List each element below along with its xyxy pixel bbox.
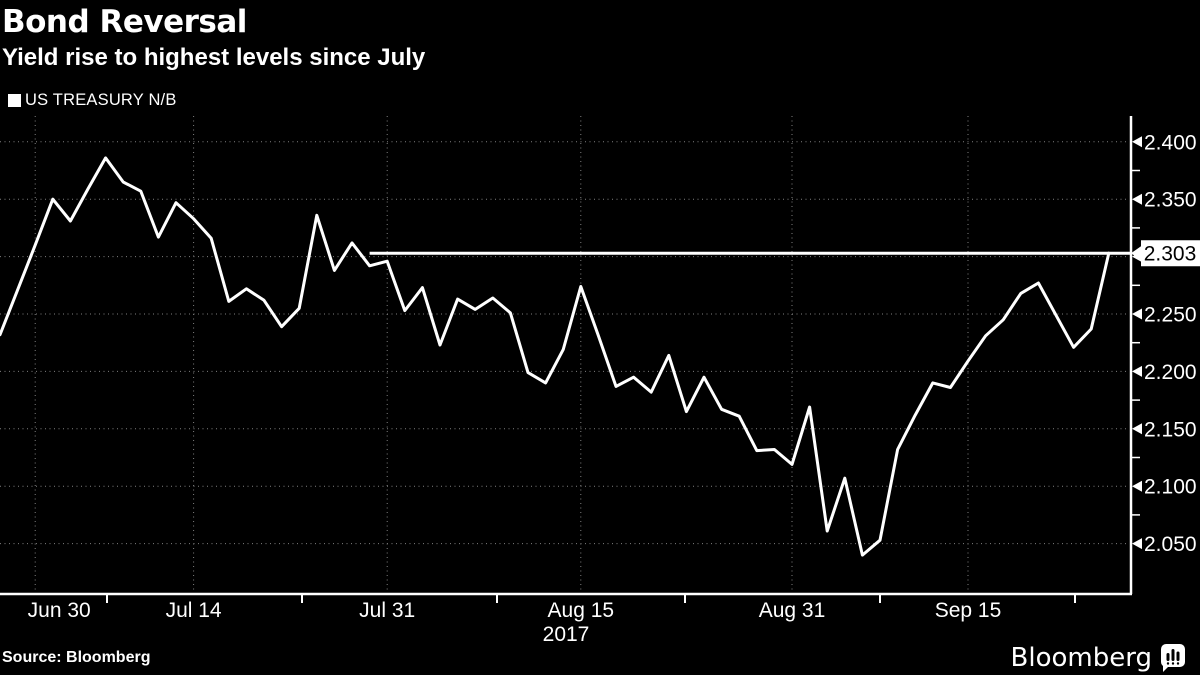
svg-text:2.150: 2.150 [1144, 418, 1197, 441]
svg-text:Jul 31: Jul 31 [359, 599, 415, 622]
svg-text:2.250: 2.250 [1144, 304, 1197, 327]
legend-marker-icon [8, 94, 21, 107]
svg-text:2.400: 2.400 [1144, 131, 1197, 154]
year-label: 2017 [543, 623, 590, 646]
y-minor-ticks [1131, 169, 1140, 516]
svg-text:2.100: 2.100 [1144, 476, 1197, 499]
svg-text:2.303: 2.303 [1144, 243, 1197, 266]
x-tick-labels: Jun 30 Jul 14 Jul 31 Aug 15 Aug 31 Sep 15 [28, 599, 1002, 622]
svg-text:Jul 14: Jul 14 [166, 599, 222, 622]
svg-text:Sep 15: Sep 15 [935, 599, 1002, 622]
svg-text:2.050: 2.050 [1144, 533, 1197, 556]
svg-text:Jun 30: Jun 30 [28, 599, 91, 622]
chart-title: Bond Reversal [2, 4, 247, 40]
brand-name: Bloomberg [1010, 643, 1152, 673]
svg-text:2.350: 2.350 [1144, 189, 1197, 212]
x-gridlines [34, 116, 969, 594]
x-boundary-ticks [106, 594, 1076, 603]
value-tag: 2.303 [1131, 240, 1200, 267]
svg-text:Aug 31: Aug 31 [759, 599, 826, 622]
series-line [0, 156, 1111, 557]
brand-logo: Bloomberg [1011, 643, 1186, 673]
svg-text:2.200: 2.200 [1144, 361, 1197, 384]
legend-label: US TREASURY N/B [25, 91, 177, 109]
legend: US TREASURY N/B [8, 91, 177, 110]
brand-chart-icon [1161, 644, 1185, 672]
svg-text:Aug 15: Aug 15 [548, 599, 615, 622]
axes [0, 116, 1133, 596]
source-label: Source: Bloomberg [2, 649, 151, 666]
chart-subtitle: Yield rise to highest levels since July [2, 44, 426, 71]
